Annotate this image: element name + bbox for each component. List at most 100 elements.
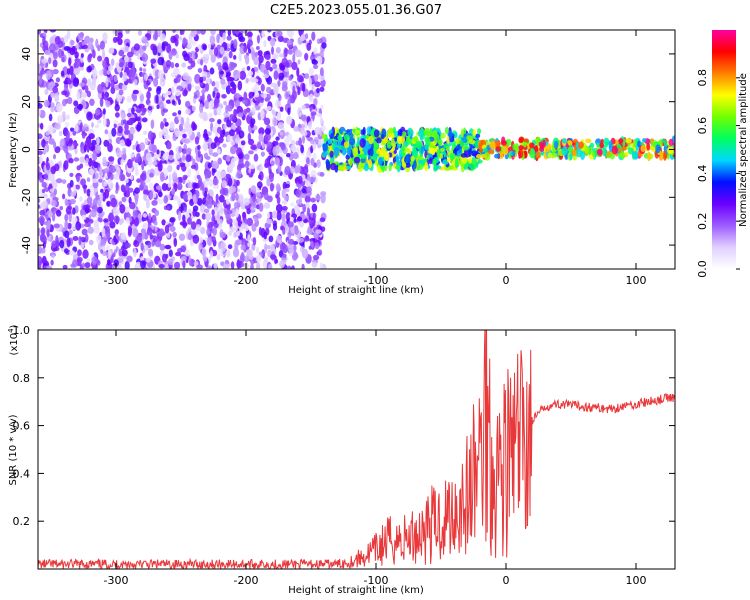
heatmap-cell xyxy=(208,112,213,118)
heatmap-cell xyxy=(277,112,281,121)
heatmap-cell xyxy=(253,202,257,208)
heatmap-cell xyxy=(158,162,163,172)
heatmap-cell xyxy=(287,107,290,115)
heatmap-cell xyxy=(307,229,313,235)
heatmap-cell xyxy=(80,237,85,241)
heatmap-cell xyxy=(123,46,130,53)
heatmap-cell xyxy=(277,196,281,204)
heatmap-cell xyxy=(93,162,98,168)
heatmap-cell xyxy=(146,91,151,100)
heatmap-cell xyxy=(621,147,627,151)
heatmap-cell xyxy=(512,150,515,157)
heatmap-cell xyxy=(125,28,130,34)
heatmap-cell xyxy=(621,152,625,159)
y-tick-label: 0.8 xyxy=(13,372,31,385)
heatmap-cell xyxy=(131,107,135,114)
heatmap-cell xyxy=(278,73,284,80)
heatmap-cell xyxy=(171,188,175,195)
heatmap-cell xyxy=(50,93,55,98)
heatmap-cell xyxy=(216,142,219,147)
heatmap-cell xyxy=(374,142,378,151)
heatmap-cell xyxy=(92,151,97,161)
heatmap-cell xyxy=(121,246,124,251)
heatmap-cell xyxy=(202,197,206,204)
heatmap-cell xyxy=(68,158,73,163)
heatmap-cell xyxy=(42,200,48,208)
heatmap-cell xyxy=(162,44,166,51)
snr-x-axis-label: Height of straight line (km) xyxy=(288,585,424,596)
heatmap-cell xyxy=(402,162,406,168)
heatmap-cell xyxy=(292,54,295,63)
heatmap-cell xyxy=(311,111,317,115)
heatmap-cell xyxy=(243,109,248,115)
heatmap-cell xyxy=(290,217,294,222)
heatmap-cell xyxy=(51,200,57,207)
heatmap-cell xyxy=(217,107,222,116)
heatmap-cell xyxy=(539,146,544,152)
heatmap-cell xyxy=(310,198,316,203)
heatmap-cell xyxy=(140,78,143,83)
heatmap-cell xyxy=(130,175,133,180)
heatmap-cell xyxy=(353,147,358,152)
heatmap-cell xyxy=(186,148,192,153)
heatmap-cell xyxy=(321,42,326,48)
heatmap-cell xyxy=(247,32,253,38)
heatmap-cell xyxy=(64,46,70,51)
heatmap-cell xyxy=(86,111,92,120)
heatmap-cell xyxy=(220,242,226,252)
heatmap-cell xyxy=(139,67,142,71)
heatmap-cell xyxy=(64,160,69,170)
heatmap-cell xyxy=(286,153,290,157)
heatmap-cell xyxy=(203,141,208,151)
heatmap-cell xyxy=(484,152,490,160)
heatmap-cell xyxy=(440,148,445,152)
heatmap-cell xyxy=(287,27,290,36)
heatmap-cell xyxy=(219,38,223,45)
heatmap-cell xyxy=(212,169,217,173)
heatmap-cell xyxy=(47,220,51,230)
heatmap-cell xyxy=(85,127,89,132)
heatmap-cell xyxy=(263,40,266,47)
heatmap-cell xyxy=(237,71,241,78)
heatmap-cell xyxy=(275,136,279,140)
heatmap-cell xyxy=(261,152,265,157)
heatmap-cell xyxy=(211,215,215,223)
heatmap-cell xyxy=(471,150,477,156)
colorbar-label: Normalized spectral amplitude xyxy=(738,73,749,227)
heatmap-cell xyxy=(283,188,290,192)
heatmap-cell xyxy=(91,122,94,128)
heatmap-cell xyxy=(193,194,197,203)
heatmap-cell xyxy=(191,221,197,230)
heatmap-cell xyxy=(72,131,76,136)
heatmap-cell xyxy=(203,45,207,51)
heatmap-cell xyxy=(149,191,153,200)
heatmap-cell xyxy=(306,186,312,193)
heatmap-cell xyxy=(529,143,535,149)
heatmap-cell xyxy=(115,104,120,112)
heatmap-cell xyxy=(128,79,132,84)
heatmap-cell xyxy=(651,142,657,146)
heatmap-cell xyxy=(282,200,288,204)
heatmap-cell xyxy=(164,134,170,139)
heatmap-cell xyxy=(313,255,319,260)
heatmap-cell xyxy=(464,166,468,170)
heatmap-cell xyxy=(134,79,138,86)
heatmap-cell xyxy=(413,136,418,141)
heatmap-cell xyxy=(62,194,65,200)
heatmap-cell xyxy=(197,45,201,50)
heatmap-cell xyxy=(272,211,277,219)
heatmap-cell xyxy=(312,60,318,65)
heatmap-cell xyxy=(67,237,71,247)
heatmap-cell xyxy=(59,131,63,137)
heatmap-cell xyxy=(311,85,314,91)
heatmap-cell xyxy=(69,173,73,177)
heatmap-cell xyxy=(278,95,281,101)
heatmap-cell xyxy=(66,115,70,120)
heatmap-cell xyxy=(94,226,100,234)
heatmap-cell xyxy=(201,90,206,94)
heatmap-cell xyxy=(146,152,152,161)
heatmap-cell xyxy=(280,226,283,231)
heatmap-cell xyxy=(243,198,250,206)
heatmap-cell xyxy=(136,117,141,121)
